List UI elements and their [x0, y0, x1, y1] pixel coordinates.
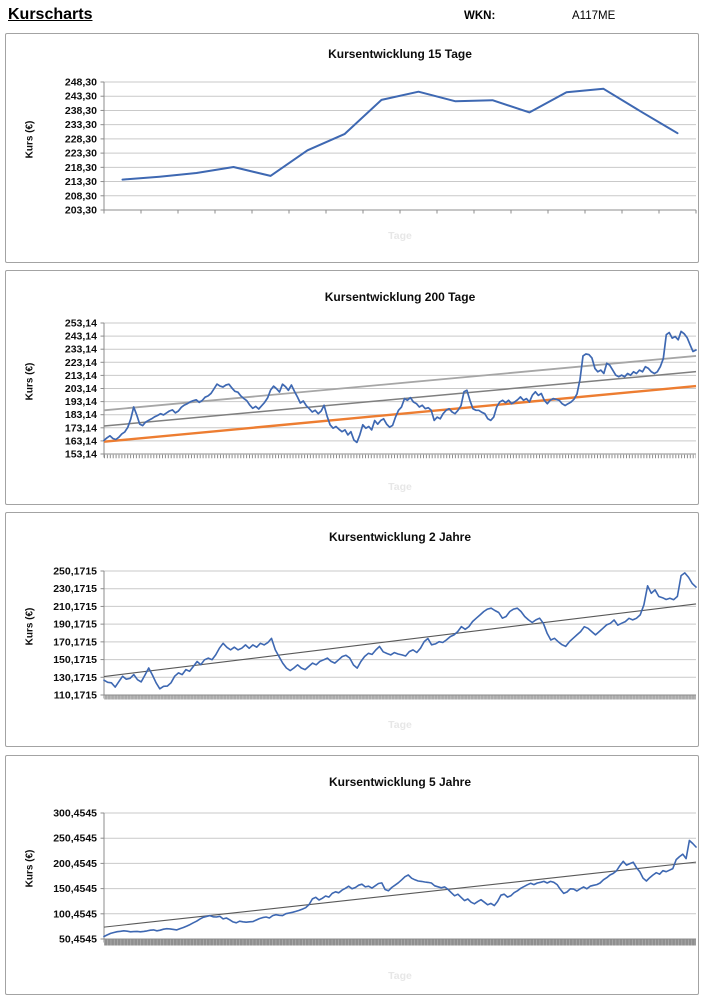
svg-text:228,30: 228,30 — [65, 133, 97, 145]
svg-text:193,14: 193,14 — [65, 396, 97, 408]
svg-text:153,14: 153,14 — [65, 449, 97, 461]
svg-text:130,1715: 130,1715 — [53, 672, 97, 684]
chart-title: Kursentwicklung 200 Tage — [324, 290, 476, 304]
x-axis-label: Tage — [388, 481, 412, 493]
wkn-value: A117ME — [572, 10, 616, 22]
svg-text:243,30: 243,30 — [65, 91, 97, 103]
chart-panel-5-jahre: Kursentwicklung 5 Jahre Kurs (€) 300,454… — [5, 755, 699, 995]
svg-text:203,14: 203,14 — [65, 383, 97, 395]
wkn-label: WKN: — [464, 10, 496, 22]
chart-panel-2-jahre: Kursentwicklung 2 Jahre Kurs (€) 250,171… — [5, 512, 699, 747]
chart-panel-15-tage: Kursentwicklung 15 Tage Kurs (€) 248,30 2… — [5, 33, 699, 263]
svg-text:173,14: 173,14 — [65, 422, 97, 434]
svg-text:100,4545: 100,4545 — [53, 908, 97, 920]
chart-canvas-15-tage: 248,30 243,30 238,30 233,30 228,30 223,30 218,… — [65, 77, 697, 217]
svg-text:223,30: 223,30 — [65, 148, 97, 160]
svg-text:213,30: 213,30 — [65, 176, 97, 188]
svg-text:50,4545: 50,4545 — [59, 934, 97, 946]
x-axis-label: Tage — [388, 719, 412, 731]
svg-text:253,14: 253,14 — [65, 318, 97, 330]
chart-canvas-2-jahre: 250,1715 230,1715 210,1715 190,1715 170,1715… — [53, 566, 697, 702]
x-axis-label: Tage — [388, 970, 412, 982]
svg-text:223,14: 223,14 — [65, 357, 97, 369]
svg-text:110,1715: 110,1715 — [54, 690, 97, 702]
svg-text:208,30: 208,30 — [65, 190, 97, 202]
svg-text:243,14: 243,14 — [65, 331, 97, 343]
svg-text:203,30: 203,30 — [65, 205, 97, 217]
svg-text:150,4545: 150,4545 — [53, 883, 97, 895]
svg-text:163,14: 163,14 — [65, 435, 97, 447]
svg-text:238,30: 238,30 — [65, 105, 97, 117]
svg-text:218,30: 218,30 — [65, 162, 97, 174]
svg-text:183,14: 183,14 — [65, 409, 97, 421]
chart-title: Kursentwicklung 2 Jahre — [328, 530, 472, 544]
svg-text:250,1715: 250,1715 — [53, 566, 97, 578]
chart-canvas-200-tage: 253,14243,14233,14223,14213,14203,14193,… — [65, 318, 697, 461]
svg-text:200,4545: 200,4545 — [53, 858, 97, 870]
svg-text:248,30: 248,30 — [65, 77, 97, 89]
chart-panel-200-tage: Kursentwicklung 200 Tage Kurs (€) 253,14… — [5, 270, 699, 505]
svg-text:233,14: 233,14 — [65, 344, 97, 356]
svg-text:250,4545: 250,4545 — [53, 833, 97, 845]
chart-canvas-5-jahre: 300,4545 250,4545 200,4545 150,4545 100,4545… — [53, 808, 697, 946]
chart-title: Kursentwicklung 15 Tage — [328, 47, 472, 61]
svg-text:150,1715: 150,1715 — [53, 654, 97, 666]
chart-title: Kursentwicklung 5 Jahre — [328, 775, 472, 789]
svg-text:170,1715: 170,1715 — [53, 636, 97, 648]
svg-text:213,14: 213,14 — [65, 370, 97, 382]
svg-text:210,1715: 210,1715 — [53, 601, 97, 613]
page-title: Kurscharts — [8, 6, 93, 23]
x-axis-label: Tage — [388, 230, 412, 242]
svg-text:300,4545: 300,4545 — [53, 808, 97, 820]
svg-text:190,1715: 190,1715 — [53, 619, 97, 631]
svg-text:230,1715: 230,1715 — [53, 583, 97, 595]
svg-text:233,30: 233,30 — [65, 119, 97, 131]
